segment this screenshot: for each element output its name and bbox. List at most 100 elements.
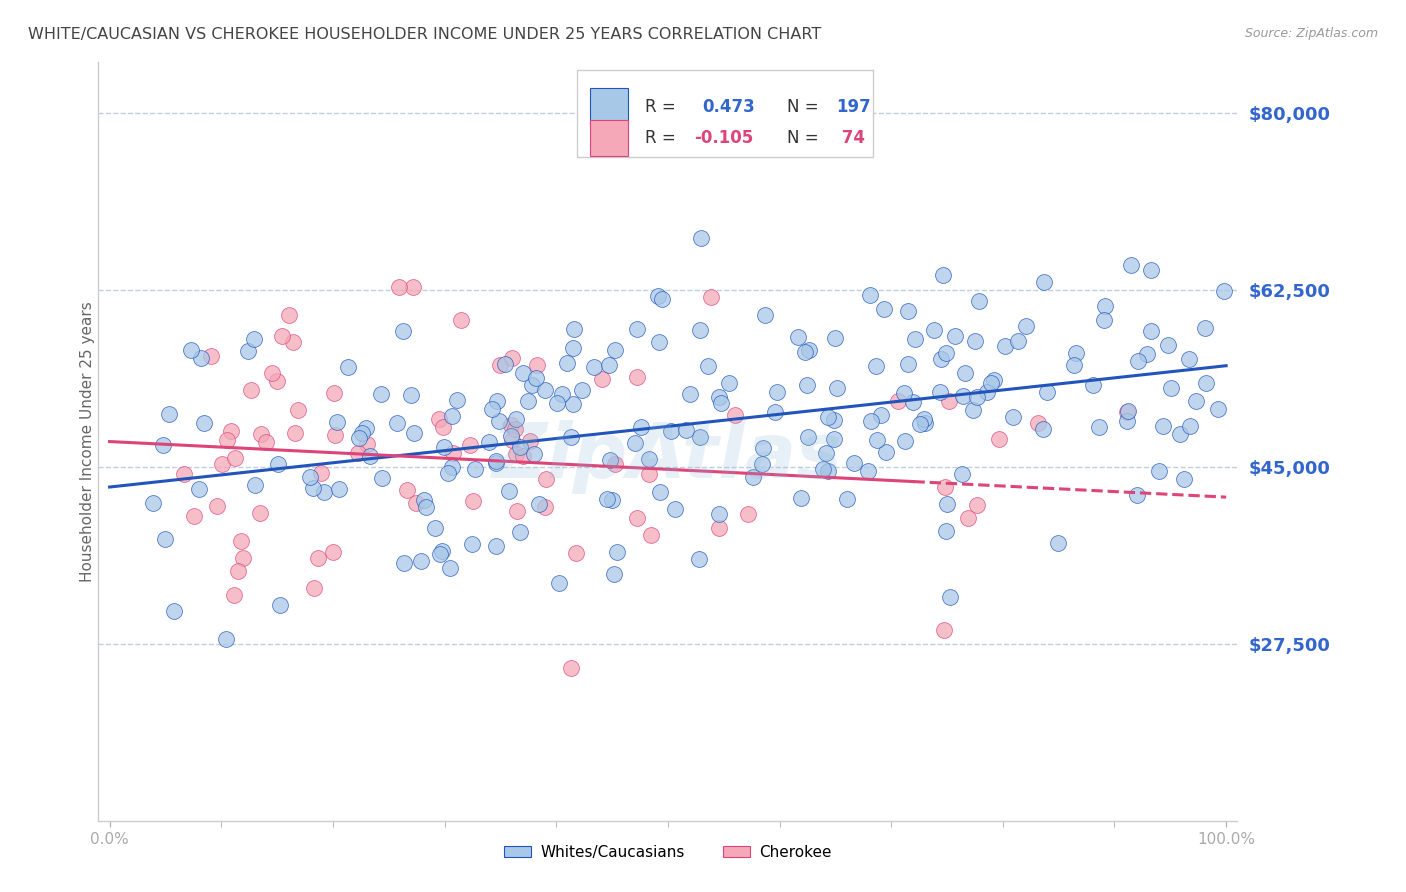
Point bbox=[1026, 416, 1049, 430]
Point bbox=[815, 446, 838, 460]
Point bbox=[488, 358, 510, 372]
Point bbox=[724, 409, 747, 423]
Point bbox=[893, 385, 915, 400]
Point bbox=[371, 471, 394, 485]
FancyBboxPatch shape bbox=[591, 88, 628, 125]
Point bbox=[505, 412, 527, 426]
Point bbox=[983, 373, 1005, 387]
Point bbox=[648, 484, 671, 499]
Point bbox=[526, 358, 548, 372]
Point bbox=[266, 374, 288, 388]
Point bbox=[423, 521, 446, 535]
Point bbox=[501, 434, 523, 448]
Point bbox=[914, 416, 936, 430]
Point bbox=[943, 329, 966, 343]
Point bbox=[689, 231, 711, 245]
Point bbox=[675, 423, 697, 437]
Point bbox=[205, 499, 228, 513]
Point bbox=[600, 492, 623, 507]
Point bbox=[957, 510, 980, 524]
Point bbox=[1157, 338, 1180, 352]
Point bbox=[1121, 258, 1143, 272]
Point bbox=[399, 387, 422, 401]
Point bbox=[409, 554, 432, 568]
Point bbox=[211, 457, 233, 471]
Point bbox=[994, 339, 1017, 353]
Point bbox=[269, 599, 291, 613]
Point bbox=[433, 440, 456, 454]
Point bbox=[322, 386, 344, 401]
Point bbox=[897, 304, 920, 318]
Point bbox=[987, 433, 1010, 447]
Point bbox=[966, 498, 988, 512]
Point bbox=[557, 356, 579, 370]
Point bbox=[980, 376, 1002, 390]
Point bbox=[630, 420, 652, 434]
Point bbox=[405, 495, 427, 509]
Point bbox=[402, 425, 425, 440]
Point bbox=[1178, 418, 1201, 433]
Point bbox=[498, 484, 520, 499]
Point bbox=[664, 502, 686, 516]
Point bbox=[173, 467, 195, 481]
Point bbox=[499, 429, 522, 443]
Point bbox=[637, 467, 659, 481]
Point bbox=[796, 430, 818, 444]
Point bbox=[284, 426, 307, 441]
Text: N =: N = bbox=[787, 129, 820, 147]
Point bbox=[950, 467, 973, 481]
Point bbox=[766, 384, 789, 399]
Point bbox=[817, 464, 839, 478]
Point bbox=[932, 623, 955, 637]
Point bbox=[1047, 536, 1070, 550]
Point bbox=[226, 564, 249, 578]
Point bbox=[626, 369, 648, 384]
Point bbox=[354, 421, 377, 435]
Point bbox=[402, 280, 425, 294]
Point bbox=[1213, 285, 1236, 299]
Point bbox=[188, 482, 211, 496]
Point bbox=[1032, 422, 1054, 436]
Point bbox=[232, 551, 254, 566]
Point bbox=[183, 508, 205, 523]
Point bbox=[754, 308, 776, 322]
Point bbox=[485, 393, 508, 408]
Point bbox=[256, 434, 278, 449]
Point bbox=[432, 419, 454, 434]
Text: 197: 197 bbox=[837, 97, 872, 116]
Point bbox=[897, 357, 920, 371]
Point bbox=[439, 561, 461, 575]
Point bbox=[429, 412, 451, 426]
Point bbox=[817, 410, 839, 425]
Point bbox=[976, 384, 998, 399]
Point bbox=[488, 415, 510, 429]
Point bbox=[1115, 405, 1137, 419]
Point bbox=[322, 544, 344, 558]
Point bbox=[1195, 376, 1218, 390]
Point bbox=[1206, 401, 1229, 416]
Point bbox=[1149, 464, 1171, 478]
Point bbox=[929, 385, 952, 400]
Point bbox=[221, 424, 243, 438]
Point bbox=[516, 393, 538, 408]
Point bbox=[359, 450, 381, 464]
Point bbox=[603, 343, 626, 357]
Point bbox=[494, 357, 516, 371]
Point bbox=[1160, 381, 1182, 395]
Point bbox=[509, 525, 531, 540]
Point bbox=[591, 372, 613, 386]
Point bbox=[796, 378, 818, 392]
Point bbox=[163, 604, 186, 618]
Point bbox=[392, 324, 415, 338]
Text: -0.105: -0.105 bbox=[695, 129, 754, 147]
Point bbox=[965, 334, 987, 348]
Point bbox=[437, 466, 460, 480]
Point bbox=[799, 343, 821, 358]
Point bbox=[562, 397, 585, 411]
Point bbox=[596, 492, 619, 507]
Point bbox=[1178, 352, 1201, 367]
Point bbox=[534, 472, 557, 486]
Point bbox=[224, 451, 246, 466]
Point bbox=[503, 422, 526, 436]
Point bbox=[894, 434, 917, 449]
